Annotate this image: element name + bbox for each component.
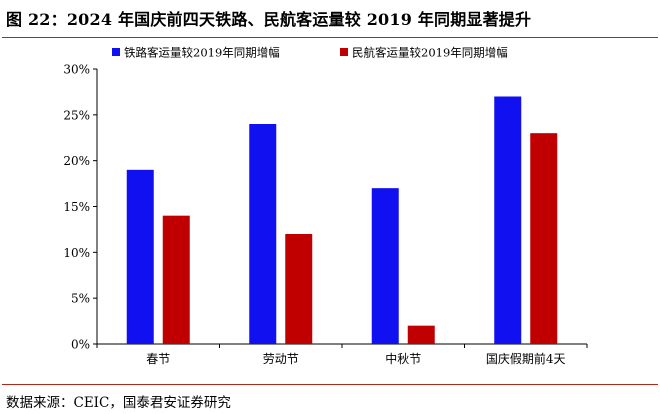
x-category-label: 春节 [146,352,170,366]
legend-label-air: 民航客运量较2019年同期增幅 [352,46,508,60]
legend-swatch-air [340,48,348,56]
chart-title: 图 22：2024 年国庆前四天铁路、民航客运量较 2019 年同期显著提升 [6,10,532,29]
y-tick-label: 20% [63,154,90,168]
plot-area: 0% 5% 10% 15% 20% 25% 30% 春节 劳动节 中秋节 国庆假期前4天 [63,63,588,366]
y-tick-label: 5% [71,292,90,306]
y-tick-label: 30% [63,63,90,77]
bar-air-4 [530,133,558,344]
bar-rail-3 [371,188,399,344]
title-divider [2,37,658,38]
y-tick-label: 15% [63,200,90,214]
bar-air-3 [407,325,435,344]
legend-label-rail: 铁路客运量较2019年同期增幅 [124,46,280,60]
legend-swatch-rail [112,48,120,56]
bar-air-1 [162,215,190,344]
source-divider [2,384,658,385]
y-tick-label: 25% [63,108,90,122]
bar-chart: 铁路客运量较2019年同期增幅 民航客运量较2019年同期增幅 0% 5% 10% 1… [63,46,588,366]
y-tick-label: 0% [71,338,90,352]
bar-rail-4 [494,96,522,344]
x-category-label: 国庆假期前4天 [486,351,566,366]
data-source: 数据来源：CEIC，国泰君安证券研究 [6,395,231,411]
x-category-label: 劳动节 [263,352,299,366]
bar-rail-2 [249,124,277,344]
legend: 铁路客运量较2019年同期增幅 民航客运量较2019年同期增幅 [112,46,508,60]
y-tick-label: 10% [63,246,90,260]
bar-rail-1 [126,169,154,344]
x-category-label: 中秋节 [385,351,421,366]
bar-air-2 [285,234,313,344]
